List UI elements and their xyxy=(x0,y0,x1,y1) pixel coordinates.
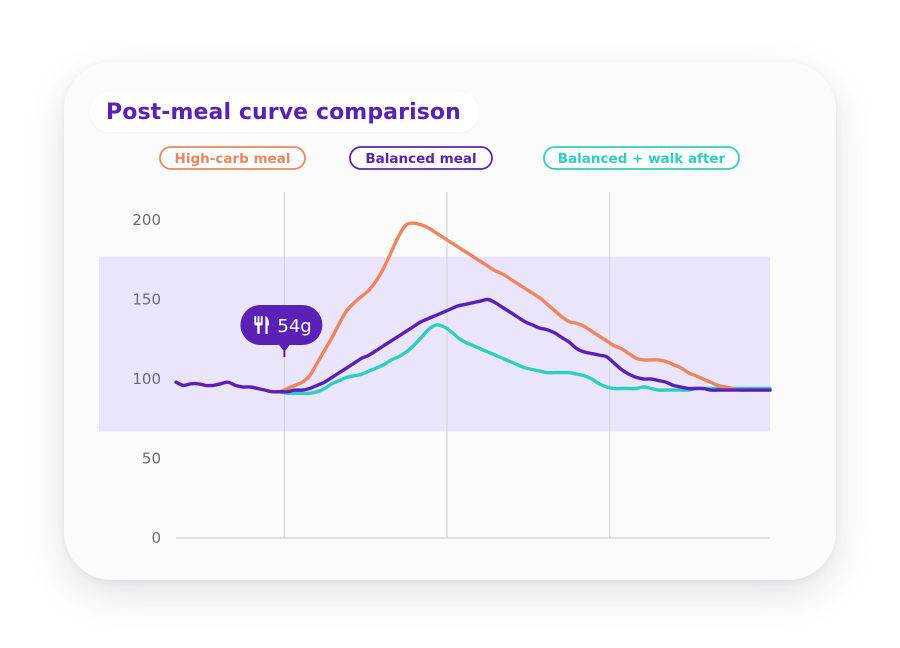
fork-handle xyxy=(257,324,260,334)
meal-marker-bubble[interactable] xyxy=(240,305,323,345)
legend-label-high-carb-meal: High-carb meal xyxy=(175,151,291,167)
legend-label-balanced-walk-after: Balanced + walk after xyxy=(558,151,726,167)
target-range-rect xyxy=(99,256,770,432)
knife-blade xyxy=(265,316,269,334)
y-tick-label-200: 200 xyxy=(132,211,161,229)
meal-marker[interactable]: 54g xyxy=(240,305,323,357)
y-tick-label-100: 100 xyxy=(132,370,161,388)
legend: High-carb meal Balanced meal Balanced + wa… xyxy=(159,146,740,170)
target-range-band xyxy=(99,256,770,432)
legend-pill-high-carb-meal xyxy=(159,146,306,170)
series-line-baseline xyxy=(174,380,282,394)
y-tick-labels: 0 50 100 150 200 xyxy=(132,211,161,547)
title-pill: Post-meal curve comparison xyxy=(90,92,479,132)
legend-item-balanced-meal: Balanced meal xyxy=(349,146,493,170)
y-tick-label-150: 150 xyxy=(132,291,161,309)
series-lines xyxy=(174,221,772,396)
meal-marker-label: 54g xyxy=(277,316,311,337)
meal-marker-pointer xyxy=(278,344,291,352)
legend-label-balanced-meal: Balanced meal xyxy=(365,151,476,167)
y-tick-label-50: 50 xyxy=(142,450,161,468)
series-line-high-carb-meal xyxy=(278,221,772,394)
legend-item-high-carb-meal: High-carb meal xyxy=(159,146,306,170)
legend-pill-balanced-meal xyxy=(349,146,493,170)
vertical-gridlines xyxy=(283,192,611,538)
fork-tine-1 xyxy=(254,316,257,324)
legend-item-balanced-walk-after: Balanced + walk after xyxy=(543,146,740,170)
series-line-balanced-meal xyxy=(278,297,772,394)
y-tick-label-0: 0 xyxy=(151,529,161,547)
legend-pill-balanced-walk-after xyxy=(543,146,740,170)
chart-title: Post-meal curve comparison xyxy=(106,99,461,125)
fork-tine-3 xyxy=(260,316,263,324)
fork-tine-2 xyxy=(257,316,260,324)
fork-knife-icon xyxy=(254,316,269,334)
